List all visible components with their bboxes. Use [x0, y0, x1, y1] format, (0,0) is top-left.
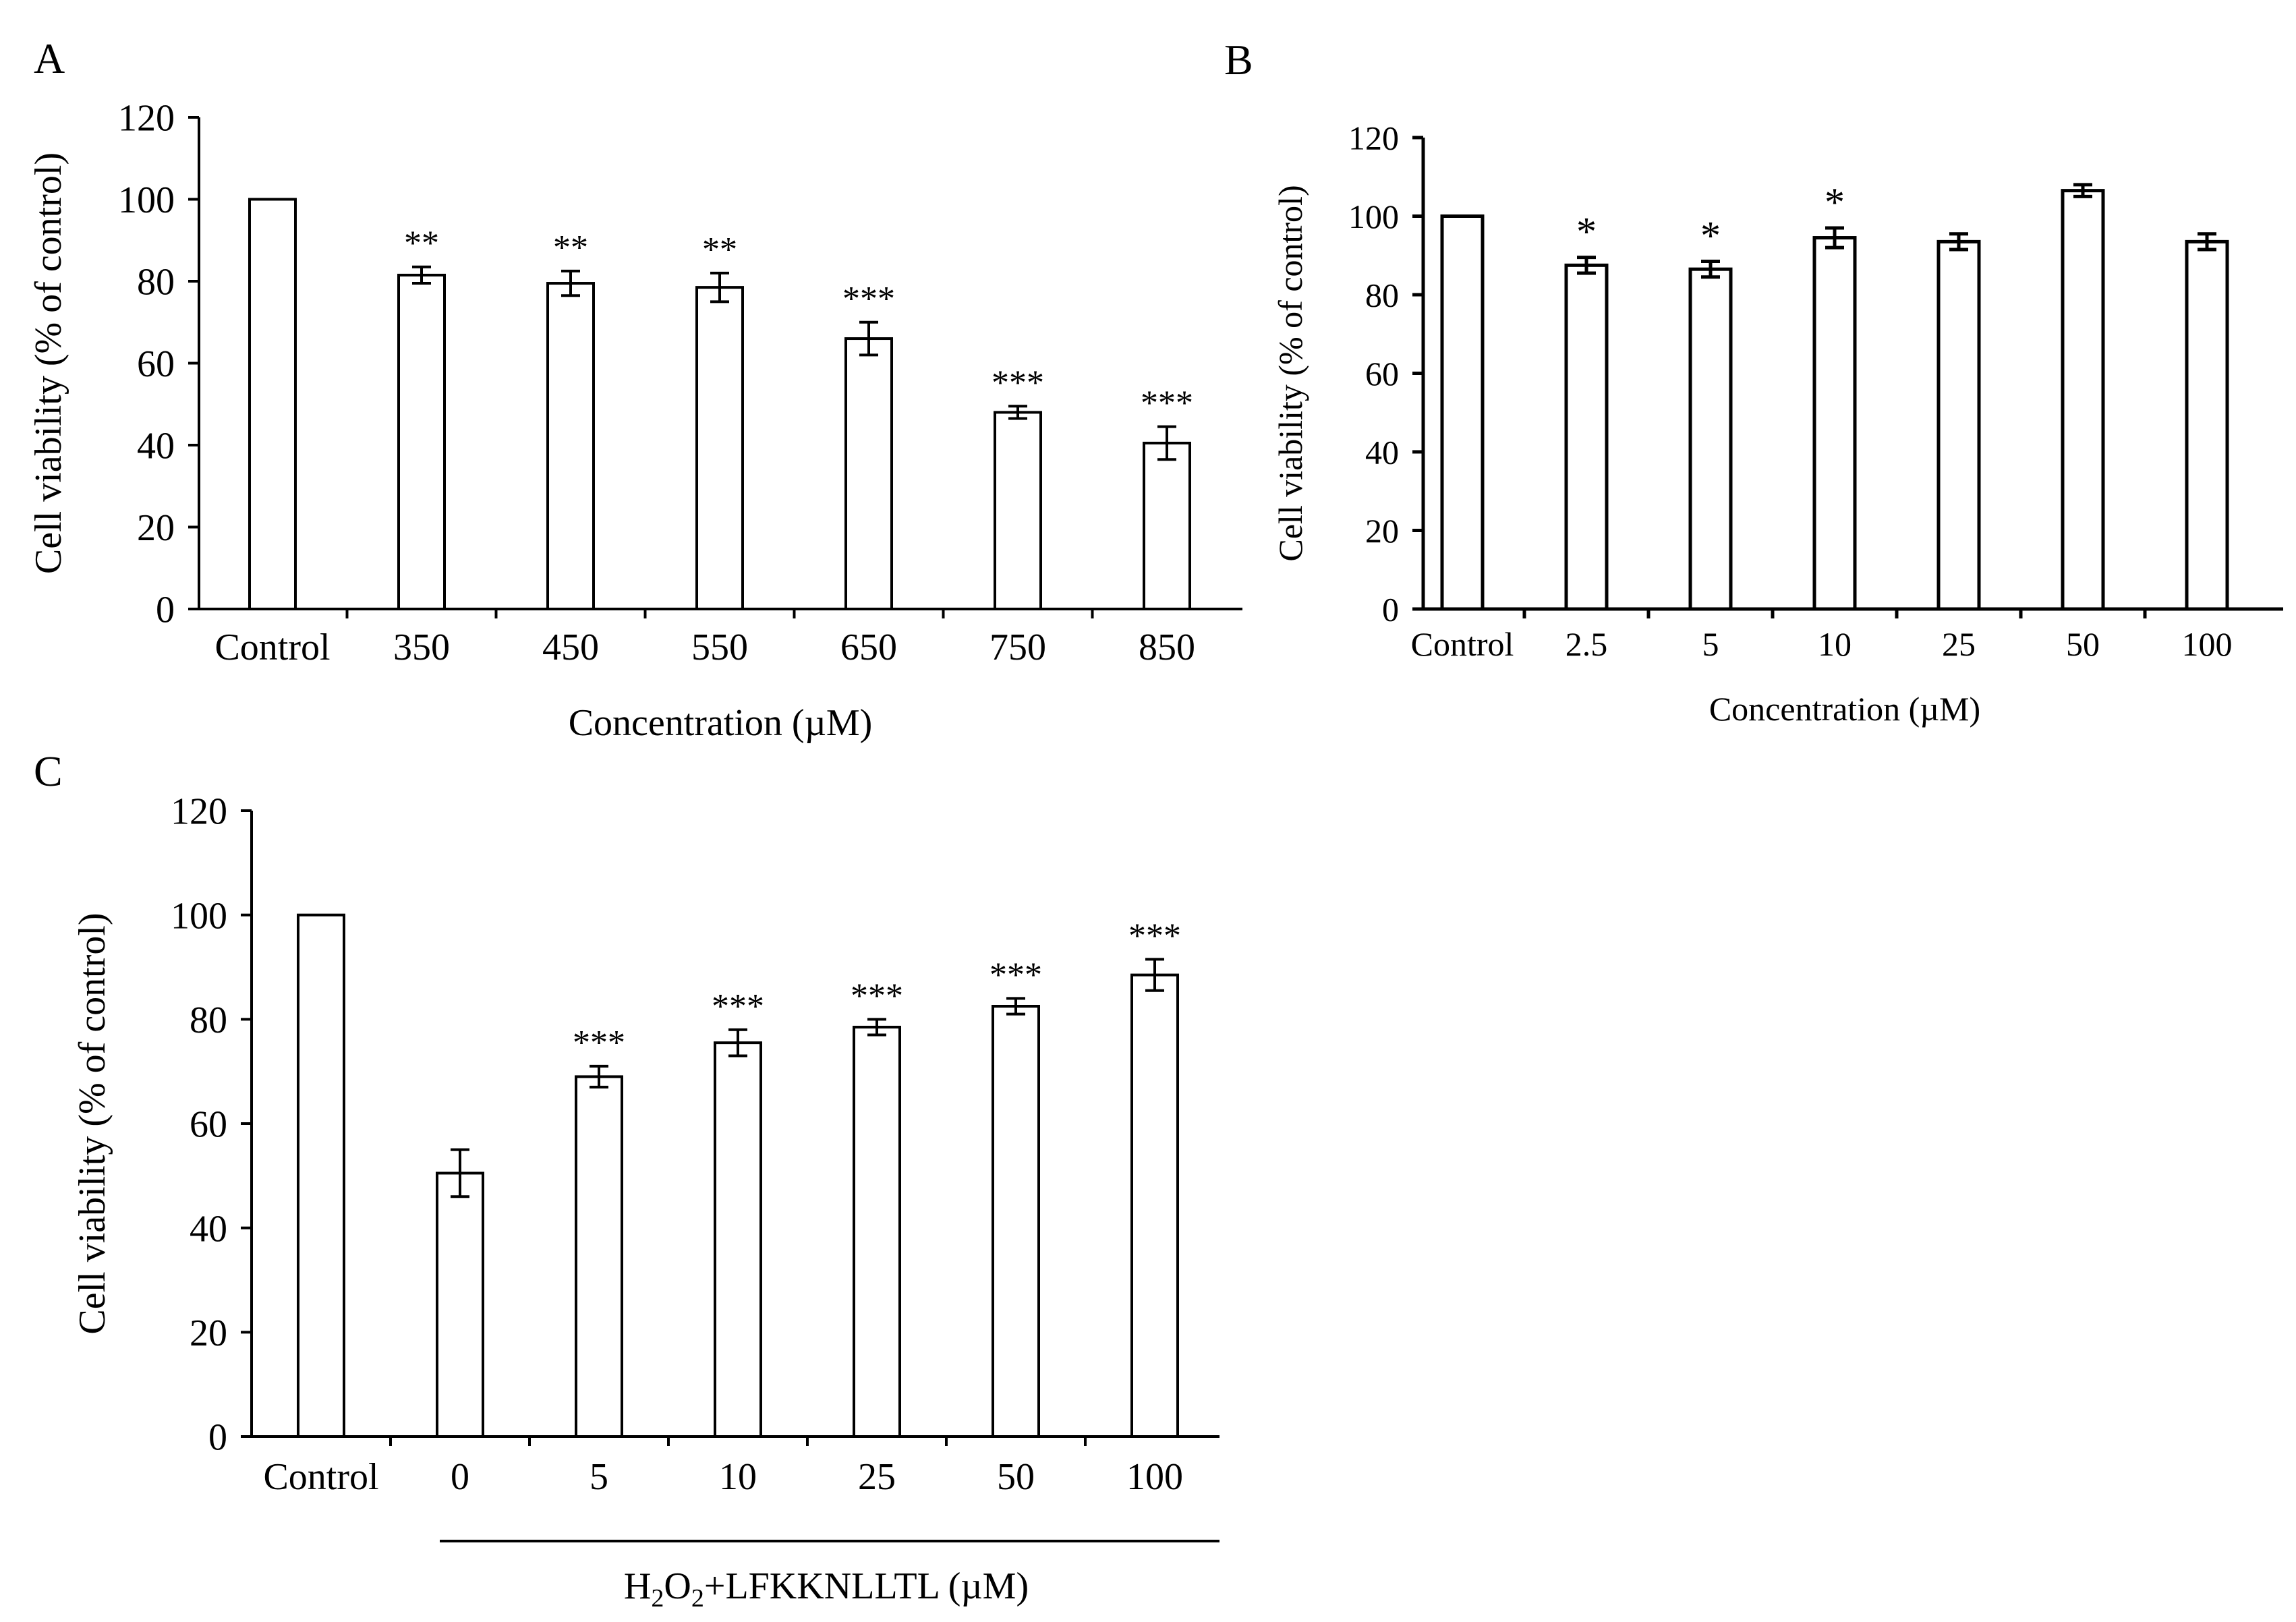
bar	[546, 282, 595, 610]
bar	[695, 286, 744, 610]
x-category-label: 100	[1126, 1456, 1183, 1498]
x-category-label: 450	[542, 627, 599, 668]
significance-label: **	[404, 225, 439, 263]
y-tick-label: 20	[137, 507, 175, 549]
bar	[994, 411, 1042, 611]
bar	[1440, 214, 1485, 611]
bar	[1130, 973, 1179, 1438]
y-tick-label: 60	[137, 343, 175, 385]
y-tick-label: 40	[137, 426, 175, 467]
bar	[1143, 441, 1191, 611]
bar	[1564, 263, 1609, 611]
significance-label: ***	[573, 1024, 625, 1062]
panel-a: A 0 20 40 60 80 100 120 Cell viability (% of con…	[28, 34, 1242, 744]
x-category-label: Control	[1411, 625, 1514, 663]
significance-label: ***	[1128, 917, 1181, 955]
bar	[248, 198, 297, 610]
bar	[853, 1025, 901, 1438]
y-tick-label: 20	[1365, 512, 1399, 550]
significance-label: *	[1576, 210, 1597, 254]
y-tick-label: 100	[118, 179, 175, 221]
x-category-label: 25	[858, 1456, 896, 1498]
bar	[575, 1075, 623, 1438]
y-tick-label: 0	[208, 1417, 227, 1459]
y-tick-label: 120	[118, 98, 175, 140]
significance-label: ***	[712, 987, 764, 1026]
x-axis-title-part: +LFKKNLLTL (µM)	[704, 1565, 1029, 1607]
x-category-label: 5	[590, 1456, 608, 1498]
bar	[2061, 189, 2105, 611]
x-category-label: 850	[1139, 627, 1195, 668]
panel-b: B 0 20 40 60 80 100 120 Cell viability (% of con…	[1224, 36, 2283, 728]
significance-label: ***	[842, 280, 895, 318]
significance-label: ***	[989, 956, 1042, 994]
significance-label: *	[1700, 213, 1721, 258]
bar	[397, 273, 446, 610]
x-category-label: 650	[840, 627, 897, 668]
bar	[992, 1005, 1040, 1438]
y-axis-title: Cell viability (% of control)	[71, 913, 113, 1334]
x-axis-title: Concentration (µM)	[1709, 690, 1980, 728]
y-tick-label: 80	[137, 262, 175, 303]
x-axis-title-part: H	[624, 1565, 651, 1607]
y-tick-label: 20	[190, 1312, 227, 1354]
y-tick-label: 0	[156, 589, 175, 631]
y-tick-label: 40	[1365, 434, 1399, 471]
x-category-label: Control	[263, 1456, 378, 1498]
y-tick-label: 80	[1365, 277, 1399, 314]
x-category-label: Control	[214, 627, 330, 668]
bar	[2185, 239, 2229, 611]
y-tick-label: 80	[190, 1000, 227, 1041]
x-axis-title: H2O2+LFKKNLLTL (µM)	[624, 1565, 1029, 1613]
bar	[1812, 236, 1857, 611]
y-tick-label: 100	[1348, 198, 1399, 235]
bar	[297, 913, 345, 1438]
x-category-label: 25	[1942, 625, 1976, 663]
significance-label: ***	[992, 364, 1044, 402]
panel-letter: C	[34, 747, 63, 795]
x-category-label: 50	[997, 1456, 1035, 1498]
significance-label: **	[702, 231, 737, 269]
x-category-label: 750	[989, 627, 1046, 668]
x-axis-title-part: O	[664, 1565, 691, 1607]
subscript: 2	[651, 1584, 664, 1613]
x-axis-title: Concentration (µM)	[569, 702, 873, 744]
bar	[1688, 267, 1733, 611]
y-tick-label: 120	[1348, 119, 1399, 157]
x-category-label: 5	[1702, 625, 1719, 663]
x-category-label: 2.5	[1566, 625, 1608, 663]
y-tick-label: 0	[1382, 591, 1399, 629]
y-axis-title: Cell viability (% of control)	[1271, 185, 1309, 561]
x-category-label: 10	[1818, 625, 1852, 663]
y-tick-label: 40	[190, 1208, 227, 1250]
panel-letter: B	[1224, 36, 1253, 84]
x-category-label: 350	[393, 627, 450, 668]
y-tick-label: 100	[171, 895, 227, 937]
bar	[1936, 239, 1981, 611]
bar	[714, 1041, 762, 1438]
x-category-label: 550	[691, 627, 748, 668]
significance-label: *	[1825, 180, 1845, 225]
x-category-label: 50	[2066, 625, 2100, 663]
x-category-label: 100	[2182, 625, 2233, 663]
bar	[436, 1171, 484, 1438]
y-axis-title: Cell viability (% of control)	[28, 152, 69, 574]
x-category-label: 10	[719, 1456, 757, 1498]
bar	[844, 337, 893, 610]
y-tick-label: 60	[190, 1104, 227, 1146]
panel-letter: A	[34, 34, 65, 82]
significance-label: ***	[1141, 384, 1193, 423]
x-category-label: 0	[451, 1456, 469, 1498]
significance-label: **	[553, 229, 588, 267]
y-tick-label: 120	[171, 791, 227, 833]
y-tick-label: 60	[1365, 355, 1399, 393]
subscript: 2	[691, 1584, 704, 1613]
significance-label: ***	[851, 977, 903, 1015]
